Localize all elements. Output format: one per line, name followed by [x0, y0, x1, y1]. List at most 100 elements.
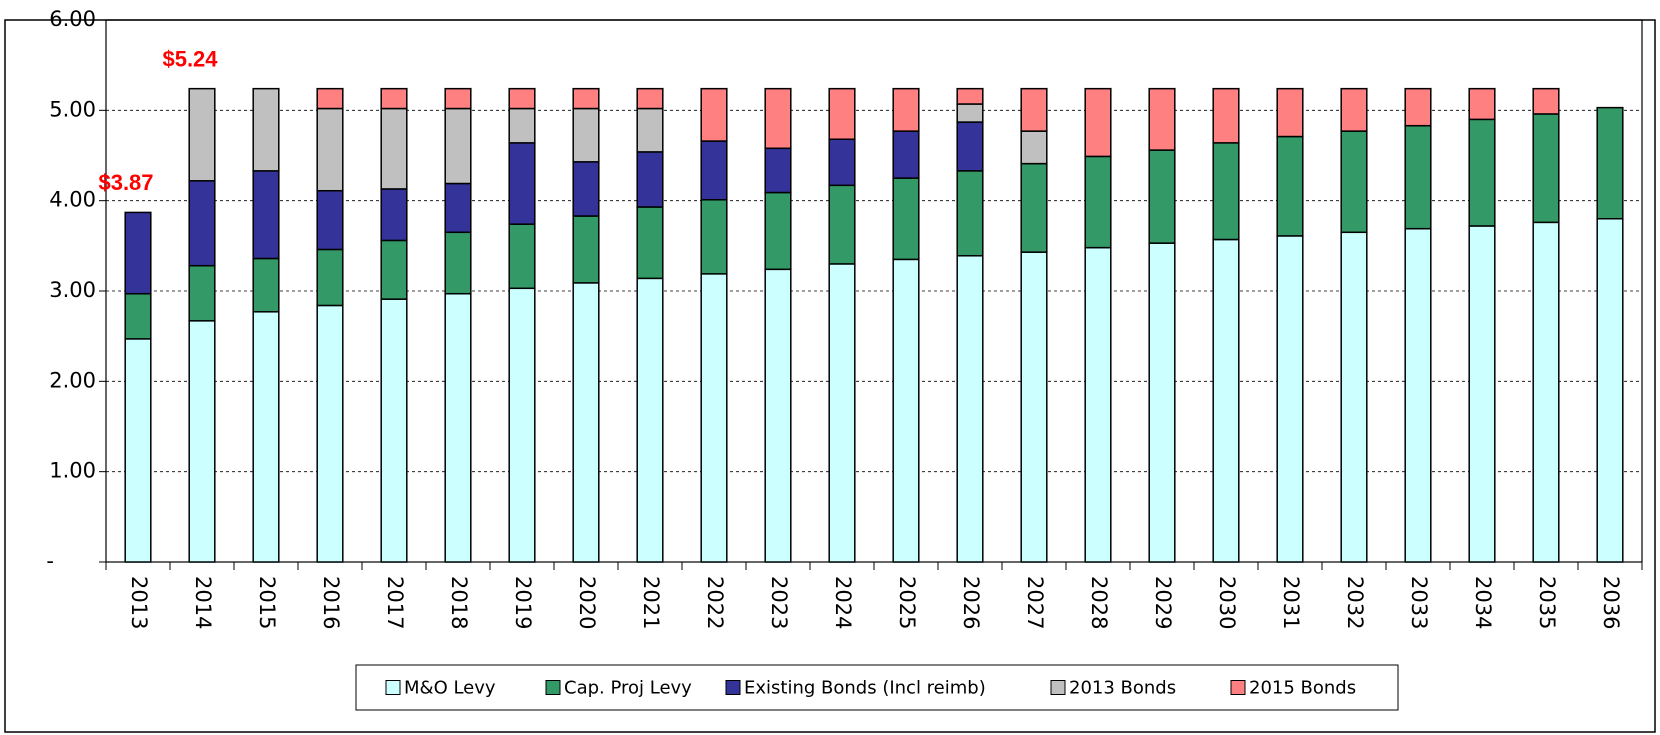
bar-segment	[1276, 235, 1304, 563]
bar-segment	[764, 191, 792, 271]
legend-label: 2013 Bonds	[1069, 678, 1176, 699]
bar-segment	[124, 292, 152, 340]
bar-segment	[252, 170, 280, 260]
bar-segment	[380, 87, 408, 110]
bar-segment	[956, 87, 984, 105]
bar-segment	[1020, 251, 1048, 563]
bar-segment	[1340, 231, 1368, 563]
bar-segment	[1148, 242, 1176, 563]
bar-segment	[188, 87, 216, 182]
bar-segment	[1276, 87, 1304, 138]
x-tick-label: 2024	[831, 576, 855, 629]
x-tick-label: 2035	[1535, 576, 1559, 629]
legend-box	[355, 664, 1399, 711]
bar-segment	[764, 268, 792, 563]
bar-segment	[188, 264, 216, 322]
x-tick-label: 2020	[575, 576, 599, 629]
bar-segment	[508, 142, 536, 225]
y-tick-label: -	[46, 549, 54, 573]
bar-segment	[1468, 87, 1496, 121]
y-tick-label: 4.00	[49, 188, 96, 212]
x-tick-label: 2023	[767, 576, 791, 629]
legend-swatch	[725, 680, 741, 695]
bar-segment	[508, 107, 536, 144]
bar-segment	[316, 189, 344, 251]
y-tick-label: 6.00	[49, 7, 96, 31]
bar-segment	[316, 248, 344, 307]
bar-segment	[508, 223, 536, 290]
bar-segment	[1084, 87, 1112, 158]
annotation: $3.87	[98, 170, 153, 195]
bar-segment	[1020, 130, 1048, 165]
bar-segment	[1468, 118, 1496, 227]
bar-segment	[956, 255, 984, 563]
bar-segment	[828, 263, 856, 563]
bar-segment	[636, 107, 664, 153]
bar-segment	[1468, 225, 1496, 563]
x-tick-label: 2016	[319, 576, 343, 629]
bar-segment	[1532, 113, 1560, 224]
x-tick-label: 2015	[255, 576, 279, 629]
bar-segment	[252, 87, 280, 172]
bar-segment	[1020, 87, 1048, 132]
bar-segment	[700, 273, 728, 563]
bar-segment	[572, 87, 600, 110]
x-tick-label: 2031	[1279, 576, 1303, 629]
bar-segment	[1404, 124, 1432, 230]
bar-segment	[1212, 238, 1240, 563]
x-tick-label: 2034	[1471, 576, 1495, 629]
bar-segment	[1532, 221, 1560, 563]
bar-segment	[316, 107, 344, 192]
bar-segment	[700, 199, 728, 275]
bar-segment	[380, 107, 408, 190]
legend-swatch	[1050, 680, 1066, 695]
annotation: $5.24	[162, 46, 218, 71]
legend-label: M&O Levy	[404, 678, 496, 699]
bar-segment	[1596, 106, 1624, 220]
legend-label: Existing Bonds (Incl reimb)	[744, 678, 986, 699]
x-tick-label: 2025	[895, 576, 919, 629]
bar-segment	[572, 107, 600, 163]
bar-segment	[700, 87, 728, 142]
bar-segment	[636, 151, 664, 208]
legend-label: Cap. Proj Levy	[564, 678, 692, 699]
bar-segment	[124, 211, 152, 295]
bar-segment	[572, 282, 600, 563]
y-tick-label: 2.00	[49, 368, 96, 392]
y-tick-label: 3.00	[49, 278, 96, 302]
bar-segment	[444, 107, 472, 185]
bar-segment	[1148, 87, 1176, 151]
legend-swatch	[385, 680, 401, 695]
x-tick-label: 2030	[1215, 576, 1239, 629]
legend-swatch	[545, 680, 561, 695]
bar-segment	[380, 298, 408, 563]
x-tick-label: 2033	[1407, 576, 1431, 629]
legend-swatch	[1230, 680, 1246, 695]
x-tick-label: 2022	[703, 576, 727, 629]
x-tick-label: 2013	[127, 576, 151, 629]
x-tick-label: 2029	[1151, 576, 1175, 629]
bar-segment	[1084, 155, 1112, 249]
bar-segment	[188, 320, 216, 563]
bar-segment	[444, 182, 472, 234]
y-tick-label: 5.00	[49, 97, 96, 121]
bar-segment	[1148, 149, 1176, 244]
bar-segment	[1212, 142, 1240, 241]
bar-segment	[1404, 87, 1432, 127]
x-tick-label: 2019	[511, 576, 535, 629]
bar-segment	[252, 311, 280, 563]
bar-segment	[444, 87, 472, 110]
bar-segment	[572, 215, 600, 284]
bar-segment	[636, 87, 664, 110]
bar-segment	[956, 103, 984, 123]
bar-segment	[316, 87, 344, 110]
bar-segment	[572, 161, 600, 217]
bar-segment	[444, 231, 472, 295]
bar-segment	[1212, 87, 1240, 144]
bar-segment	[700, 140, 728, 201]
bar-segment	[764, 147, 792, 194]
bar-segment	[380, 239, 408, 300]
x-tick-label: 2036	[1599, 576, 1623, 629]
bar-segment	[1020, 162, 1048, 253]
